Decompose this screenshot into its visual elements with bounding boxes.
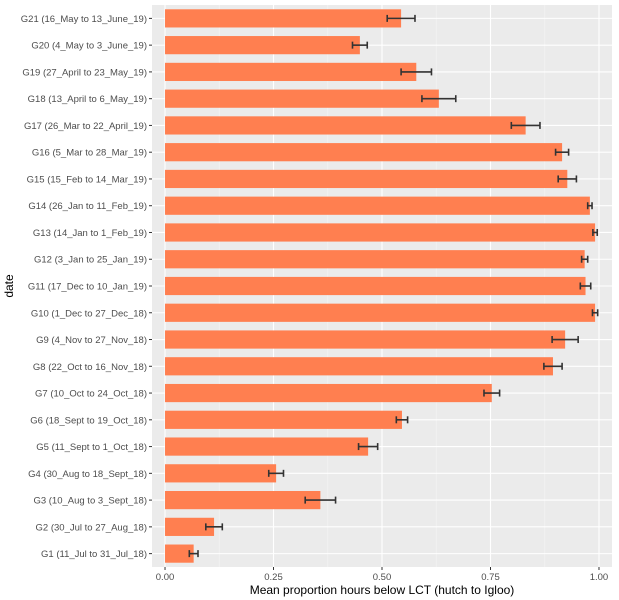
y-tick-label: G18 (13_April to 6_May_19) — [28, 94, 147, 105]
error-bar — [586, 202, 593, 210]
bar — [165, 544, 194, 563]
error-bar — [400, 68, 433, 76]
y-tick-label: G1 (11_Jul to 31_Jul_18) — [41, 549, 147, 560]
y-tick-label: G7 (10_Oct to 24_Oct_18) — [35, 389, 147, 400]
error-bar — [579, 282, 592, 290]
bar — [165, 490, 321, 510]
y-tick-label: G9 (4_Nov to 27_Nov_18) — [36, 335, 147, 346]
bar — [165, 464, 277, 483]
bar — [165, 196, 590, 215]
y-axis-title: date — [2, 274, 16, 298]
y-tick-label: G12 (3_Jan to 25_Jan_19) — [34, 255, 147, 266]
bar — [165, 9, 402, 28]
error-bar — [483, 389, 501, 397]
error-bar — [554, 148, 570, 156]
y-tick-label: G3 (10_Aug to 3_Sept_18) — [33, 496, 147, 507]
x-tick-label: 0.00 — [156, 572, 175, 583]
bar — [165, 383, 492, 403]
bar — [165, 410, 402, 429]
y-tick-label: G6 (18_Sept to 19_Oct_18) — [30, 415, 147, 426]
error-bar — [421, 95, 457, 103]
error-bars — [188, 14, 599, 558]
error-bar — [304, 496, 337, 504]
y-tick-label: G10 (1_Dec to 27_Dec_18) — [31, 308, 147, 319]
y-tick-label: G16 (5_Mar to 28_Mar_19) — [32, 148, 147, 159]
y-tick-label: G21 (16_May to 13_June_19) — [21, 14, 147, 25]
bar — [165, 62, 417, 82]
error-bar — [580, 255, 589, 263]
error-bar — [551, 336, 579, 344]
y-tick-label: G19 (27_April to 23_May_19) — [22, 67, 147, 78]
y-tick-label: G17 (26_Mar to 22_April_19) — [24, 121, 147, 132]
error-bar — [592, 228, 599, 236]
bar — [165, 357, 553, 376]
x-tick-label: 0.50 — [373, 572, 392, 583]
x-tick-label: 1.00 — [590, 572, 609, 583]
error-bar — [357, 443, 379, 451]
bar — [165, 169, 568, 189]
x-axis-title: Mean proportion hours below LCT (hutch t… — [250, 583, 515, 597]
bar — [165, 517, 215, 536]
bars — [165, 9, 596, 563]
y-tick-label: G5 (11_Sept to 1_Oct_18) — [36, 442, 147, 453]
bar — [165, 36, 360, 55]
y-tick-label: G2 (30_Jul to 27_Aug_18) — [36, 522, 147, 533]
error-bar — [510, 121, 541, 129]
error-bar — [557, 175, 578, 183]
bar — [165, 250, 585, 269]
y-tick-label: G20 (4_May to 3_June_19) — [31, 41, 147, 52]
y-tick-label: G14 (26_Jan to 11_Feb_19) — [28, 201, 147, 212]
bar — [165, 223, 596, 242]
x-tick-label: 0.75 — [481, 572, 500, 583]
error-bar — [395, 416, 409, 424]
y-tick-label: G15 (15_Feb to 14_Mar_19) — [27, 174, 147, 185]
y-tick-label: G4 (30_Aug to 18_Sept_18) — [28, 469, 147, 480]
bar — [165, 437, 369, 456]
error-bar — [543, 362, 563, 370]
bar — [165, 330, 566, 349]
y-axis-labels: G1 (11_Jul to 31_Jul_18) G2 (30_Jul to 27… — [21, 14, 152, 560]
error-bar — [205, 523, 224, 531]
x-tick-label: 0.25 — [264, 572, 283, 583]
bar — [165, 303, 596, 322]
error-bar — [351, 41, 369, 49]
bar — [165, 89, 439, 108]
error-bar — [267, 469, 285, 477]
y-tick-label: G13 (14_Jan to 1_Feb_19) — [33, 228, 147, 239]
error-bar — [188, 550, 199, 558]
y-tick-label: G11 (17_Dec to 10_Jan_19) — [28, 282, 147, 293]
bar — [165, 116, 526, 135]
error-bar — [591, 309, 599, 317]
error-bar — [386, 14, 416, 22]
bar — [165, 143, 563, 162]
x-axis-labels: 0.00 0.25 0.50 0.75 1.00 — [156, 567, 608, 583]
y-tick-label: G8 (22_Oct to 16_Nov_18) — [33, 362, 147, 373]
bar — [165, 276, 586, 296]
